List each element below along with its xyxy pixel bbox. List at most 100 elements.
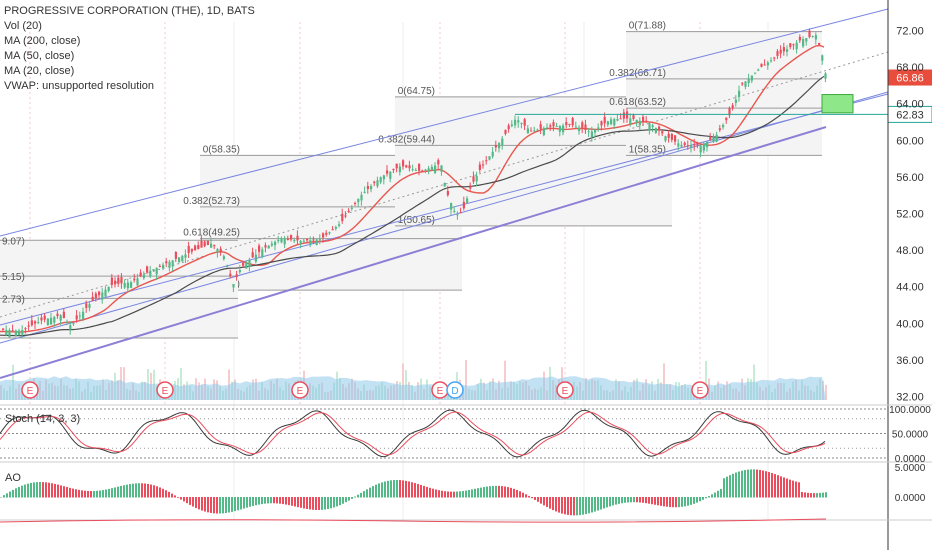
candle-body (178, 257, 181, 263)
ao-bar (306, 497, 308, 509)
ao-bar (297, 497, 299, 508)
candle-body (130, 282, 133, 288)
candle-body (552, 122, 555, 127)
candle-body (539, 124, 542, 129)
candle-body (491, 151, 494, 157)
candle-body (174, 252, 177, 259)
ao-bar (93, 490, 95, 498)
ao-bar (285, 497, 287, 505)
ao-bar (441, 490, 443, 498)
ao-bar (54, 483, 56, 498)
fib-level-label: 0.618(63.52) (609, 97, 666, 108)
candle-body (354, 203, 357, 205)
fib-level-label: 0(64.75) (398, 86, 435, 97)
candle-body (328, 232, 331, 234)
stoch-k-line (0, 409, 826, 458)
ao-bar (588, 497, 590, 514)
ao-bar (405, 480, 407, 498)
candle-body (277, 239, 280, 242)
ao-bar (465, 490, 467, 498)
candle-body (517, 120, 520, 123)
earnings-marker-label: E (297, 386, 304, 397)
candle-body (446, 191, 449, 196)
earnings-marker-label: E (437, 386, 444, 397)
candle-body (21, 330, 24, 335)
candle-body (62, 311, 65, 319)
candle-body (139, 272, 142, 277)
candle-body (571, 118, 574, 126)
candle-body (107, 286, 110, 292)
candle-body (344, 215, 347, 217)
candle-body (581, 122, 584, 129)
candle-body (763, 64, 766, 66)
ao-bar (741, 470, 743, 498)
ao-bar (204, 497, 206, 512)
candle-body (200, 240, 203, 248)
candle-body (226, 266, 229, 268)
volume-bar (705, 360, 707, 400)
ao-bar (345, 497, 347, 503)
price-tick-label: 60.00 (896, 135, 924, 147)
ao-bar (582, 497, 584, 515)
candle-body (440, 165, 443, 172)
ao-bar (210, 497, 212, 513)
ao-bar (192, 497, 194, 507)
candle-body (584, 124, 587, 131)
candle-body (386, 170, 389, 174)
ao-bar (90, 491, 92, 498)
ao-bar (816, 493, 818, 498)
ao-bar (534, 497, 536, 500)
candle-body (82, 311, 85, 319)
candle-body (450, 202, 453, 210)
ao-bar (291, 497, 293, 506)
candle-body (469, 185, 472, 189)
candle-body (405, 165, 408, 168)
ao-bar (51, 483, 53, 498)
candle-body (507, 125, 510, 130)
ao-bar (462, 490, 464, 498)
legend-title: PROGRESSIVE CORPORATION (THE), 1D, BATS (4, 5, 255, 17)
ao-bar (183, 497, 185, 502)
ao-bar (759, 469, 761, 498)
candle-body (818, 42, 821, 45)
ao-bar (408, 481, 410, 498)
candle-body (677, 143, 680, 147)
candle-body (136, 278, 139, 286)
ao-bar (225, 497, 227, 514)
candle-body (619, 118, 622, 120)
ao-bar (177, 497, 179, 498)
ao-bar (18, 486, 20, 498)
legend-vwap: VWAP: unsupported resolution (4, 80, 155, 92)
candle-body (366, 186, 369, 189)
candle-body (88, 304, 91, 308)
ao-bar (81, 490, 83, 498)
ao-bar (777, 475, 779, 498)
candle-body (514, 119, 517, 126)
candle-body (808, 30, 811, 38)
candle-body (408, 165, 411, 169)
ao-bar (276, 497, 278, 504)
candle-body (376, 180, 379, 187)
ao-bar (162, 488, 164, 498)
ao-bar (699, 497, 701, 502)
ao-bar (453, 491, 455, 498)
candle-body (245, 262, 248, 269)
ao-bar (303, 497, 305, 509)
ao-bar (180, 497, 182, 500)
ao-bar (804, 492, 806, 498)
candle-body (197, 245, 200, 249)
ao-bar (480, 487, 482, 498)
stoch-label: Stoch (14, 3, 3) (5, 413, 81, 425)
ao-bar (780, 476, 782, 498)
candle-body (654, 127, 657, 133)
ao-bar (693, 497, 695, 504)
candle-body (270, 243, 273, 246)
ao-bar (477, 488, 479, 498)
candle-body (104, 289, 107, 297)
candle-body (146, 266, 149, 273)
candle-body (734, 99, 737, 103)
candle-body (568, 123, 571, 125)
price-tick-label: 52.00 (896, 209, 924, 221)
ao-bar (825, 492, 827, 498)
